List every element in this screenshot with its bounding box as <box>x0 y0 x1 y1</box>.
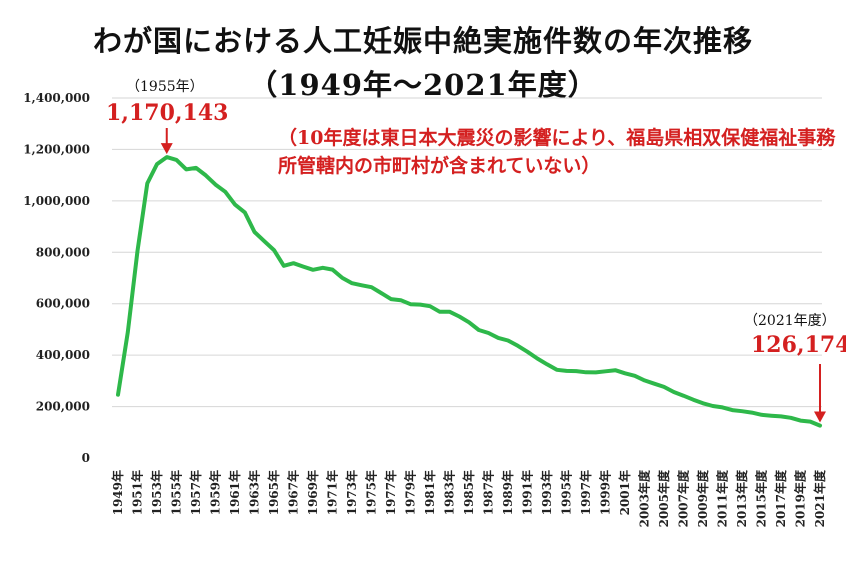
x-tick-label: 1969年 <box>305 470 320 515</box>
x-tick-label: 2005年度 <box>656 469 671 527</box>
last-arrow-head <box>814 411 826 423</box>
peak-value-label: 1,170,143 <box>106 100 229 126</box>
y-tick-label: 0 <box>82 451 90 465</box>
x-tick-label: 1983年 <box>442 470 457 515</box>
peak-arrow-head <box>160 143 173 155</box>
x-tick-label: 1989年 <box>500 470 515 515</box>
x-tick-label: 2007年度 <box>676 469 691 527</box>
x-tick-label: 2021年度 <box>812 469 827 527</box>
y-tick-label: 400,000 <box>36 348 90 362</box>
x-tick-label: 2015年度 <box>754 469 769 527</box>
x-tick-label: 2013年度 <box>734 469 749 527</box>
x-tick-label: 1991年 <box>520 470 535 515</box>
x-tick-label: 1979年 <box>403 470 418 515</box>
x-tick-label: 1997年 <box>578 470 593 515</box>
y-tick-label: 800,000 <box>36 245 90 259</box>
x-tick-label: 1965年 <box>266 470 281 515</box>
x-tick-label: 1961年 <box>227 470 242 515</box>
y-tick-label: 1,200,000 <box>23 142 90 156</box>
last-value-label: 126,174 <box>751 332 846 358</box>
y-tick-label: 600,000 <box>36 297 90 311</box>
y-tick-label: 1,400,000 <box>23 91 90 105</box>
x-tick-label: 2009年度 <box>695 469 710 527</box>
x-tick-label: 1967年 <box>286 470 301 515</box>
last-year-label: （2021年度） <box>744 313 836 329</box>
x-tick-label: 1955年 <box>169 470 184 515</box>
x-tick-label: 1977年 <box>383 470 398 515</box>
x-tick-label: 2001年 <box>617 470 632 515</box>
x-tick-label: 1995年 <box>559 470 574 515</box>
x-tick-label: 1957年 <box>188 470 203 515</box>
x-tick-label: 1973年 <box>344 470 359 515</box>
x-tick-label: 1981年 <box>422 470 437 515</box>
x-tick-label: 1987年 <box>481 470 496 515</box>
chart-subtitle: （1949年～2021年度） <box>248 68 598 102</box>
note-text: （10年度は東日本大震災の影響により、福島県相双保健福祉事務所管轄内の市町村が含… <box>278 127 836 177</box>
x-tick-label: 2017年度 <box>773 469 788 527</box>
x-tick-label: 1951年 <box>130 470 145 515</box>
series-line <box>116 155 822 428</box>
x-tick-label: 1985年 <box>461 470 476 515</box>
x-tick-label: 1993年 <box>539 470 554 515</box>
x-tick-label: 1999年 <box>598 470 613 515</box>
x-tick-label: 1963年 <box>247 470 262 515</box>
x-tick-label: 2019年度 <box>793 469 808 527</box>
peak-year-label: （1955年） <box>126 79 204 95</box>
x-tick-label: 2003年度 <box>637 469 652 527</box>
x-tick-label: 1959年 <box>208 470 223 515</box>
x-tick-label: 1949年 <box>110 470 125 515</box>
x-tick-label: 1953年 <box>149 470 164 515</box>
x-tick-label: 1971年 <box>325 470 340 515</box>
y-tick-label: 1,000,000 <box>23 194 90 208</box>
x-tick-label: 1975年 <box>364 470 379 515</box>
chart-title: わが国における人工妊娠中絶実施件数の年次推移 <box>92 24 753 58</box>
y-tick-label: 200,000 <box>36 400 90 414</box>
x-tick-label: 2011年度 <box>715 469 730 527</box>
